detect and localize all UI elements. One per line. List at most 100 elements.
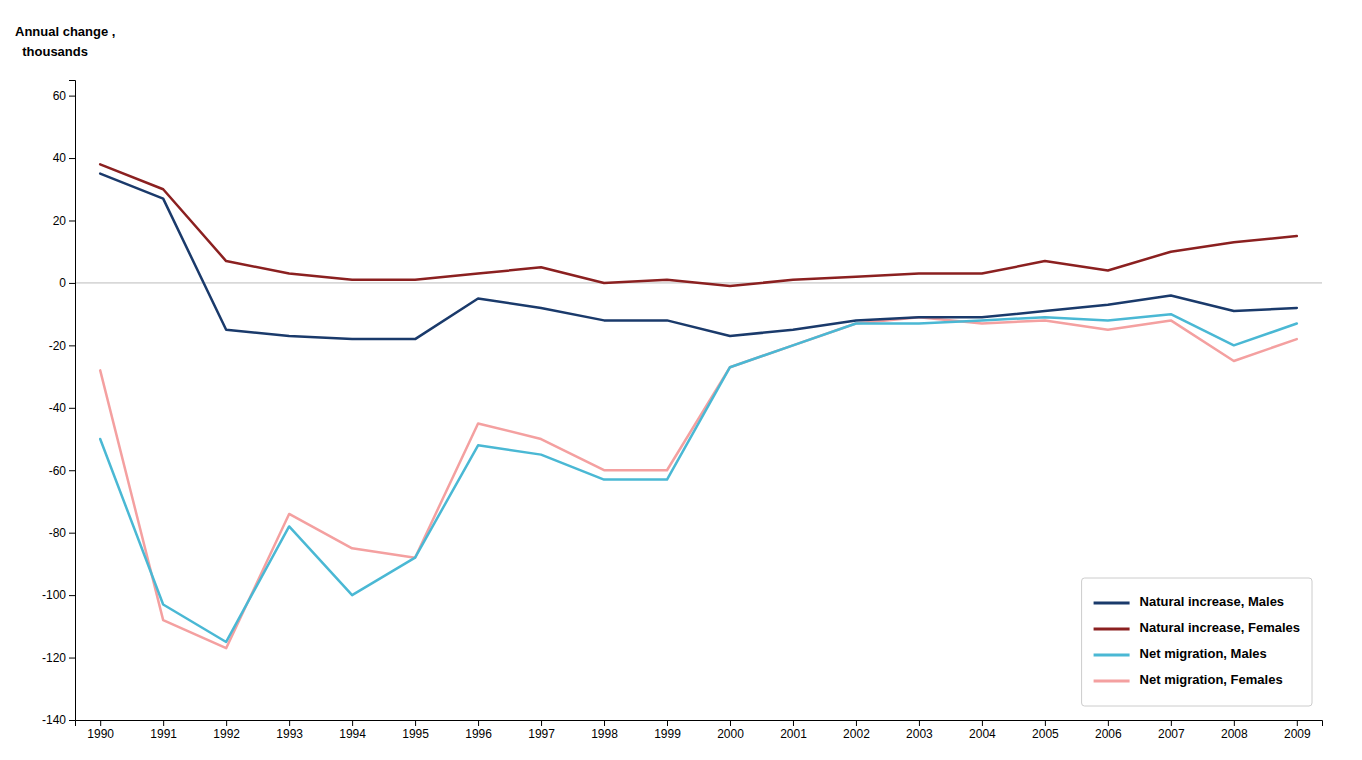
x-tick-label: 1991	[150, 727, 177, 741]
x-tick-mark	[1234, 720, 1235, 726]
y-tick: -100	[42, 588, 75, 602]
x-tick-mark	[1297, 720, 1298, 726]
y-tick: -80	[49, 526, 75, 540]
x-tick-label: 2002	[843, 727, 870, 741]
x-tick-mark	[856, 720, 857, 726]
x-tick: 2007	[1158, 720, 1185, 741]
y-axis-line	[69, 81, 76, 721]
legend-swatch	[1094, 602, 1130, 605]
x-tick-label: 2007	[1158, 727, 1185, 741]
x-tick: 1999	[654, 720, 681, 741]
x-axis: 1990 1991 1992 1993 1994 1995 1996 1997 1998 1999…	[76, 720, 1323, 741]
y-tick-label: -120	[42, 651, 66, 665]
y-tick: 40	[53, 151, 75, 165]
x-tick-mark	[730, 720, 731, 726]
x-tick: 1992	[213, 720, 240, 741]
x-tick-mark	[541, 720, 542, 726]
x-tick-mark	[163, 720, 164, 726]
x-tick: 2006	[1095, 720, 1122, 741]
x-tick: 2002	[843, 720, 870, 741]
x-tick: 1993	[276, 720, 303, 741]
x-tick-label: 2000	[717, 727, 744, 741]
x-tick: 1997	[528, 720, 555, 741]
legend-label: Net migration, Males	[1140, 646, 1267, 661]
legend-label: Net migration, Females	[1140, 672, 1283, 687]
x-tick-mark	[793, 720, 794, 726]
x-tick: 1994	[339, 720, 366, 741]
x-tick-mark	[352, 720, 353, 726]
y-tick: -40	[49, 401, 75, 415]
x-tick-mark	[415, 720, 416, 726]
x-tick-mark	[667, 720, 668, 726]
x-tick: 2005	[1032, 720, 1059, 741]
y-tick-mark	[69, 595, 75, 596]
x-tick: 2008	[1221, 720, 1248, 741]
x-tick-label: 2004	[969, 727, 996, 741]
y-tick-mark	[69, 96, 75, 97]
x-tick-mark	[100, 720, 101, 726]
y-tick: -20	[49, 339, 75, 353]
y-tick-label: -60	[49, 464, 67, 478]
x-tick-label: 2006	[1095, 727, 1122, 741]
x-tick: 1990	[87, 720, 114, 741]
series-line	[100, 164, 1297, 286]
background	[0, 0, 1362, 760]
y-tick-mark	[69, 158, 75, 159]
x-tick: 2000	[717, 720, 744, 741]
x-tick-mark	[226, 720, 227, 726]
x-tick-label: 2009	[1284, 727, 1311, 741]
chart: 1990 1991 1992 1993 1994 1995 1996 1997 1998 1999…	[0, 0, 1362, 760]
series-line	[100, 174, 1297, 339]
x-tick-mark	[1171, 720, 1172, 726]
y-tick: -140	[42, 713, 75, 727]
y-axis: 60 40 20 0 -20 -40 -60 -80 -100 -120 -140	[42, 81, 76, 728]
x-tick-mark	[919, 720, 920, 726]
x-tick-mark	[1108, 720, 1109, 726]
lines	[100, 164, 1297, 648]
y-tick-mark	[69, 658, 75, 659]
x-tick-label: 2008	[1221, 727, 1248, 741]
x-tick: 2003	[906, 720, 933, 741]
y-tick-label: -80	[49, 526, 67, 540]
x-tick-mark	[478, 720, 479, 726]
x-tick-label: 2003	[906, 727, 933, 741]
y-tick-mark	[69, 345, 75, 346]
legend: Natural increase, MalesNatural increase,…	[1082, 578, 1312, 706]
y-tick: 0	[59, 276, 75, 290]
x-axis-line	[76, 721, 1323, 727]
x-tick: 2004	[969, 720, 996, 741]
x-tick-label: 1994	[339, 727, 366, 741]
legend-swatch	[1094, 680, 1130, 683]
x-tick-label: 1993	[276, 727, 303, 741]
y-tick: 20	[53, 214, 75, 228]
x-tick: 2001	[780, 720, 807, 741]
y-tick-mark	[69, 220, 75, 221]
x-tick-mark	[604, 720, 605, 726]
y-tick-label: -100	[42, 588, 66, 602]
legend-label: Natural increase, Males	[1140, 594, 1285, 609]
y-tick-label: -40	[49, 401, 67, 415]
y-tick-mark	[69, 408, 75, 409]
y-tick-label: 60	[53, 89, 67, 103]
y-tick-mark	[69, 533, 75, 534]
y-tick-mark	[69, 470, 75, 471]
x-tick-label: 1996	[465, 727, 492, 741]
y-axis-title-line: thousands	[15, 44, 88, 59]
x-tick-mark	[982, 720, 983, 726]
x-tick-label: 1992	[213, 727, 240, 741]
y-tick-label: -20	[49, 339, 67, 353]
x-tick: 1995	[402, 720, 429, 741]
x-tick-label: 2005	[1032, 727, 1059, 741]
x-tick-label: 1999	[654, 727, 681, 741]
plot-area: 1990 1991 1992 1993 1994 1995 1996 1997 1998 1999…	[42, 81, 1323, 741]
x-tick-label: 2001	[780, 727, 807, 741]
y-tick-label: -140	[42, 713, 66, 727]
y-tick-label: 20	[53, 214, 67, 228]
x-tick-label: 1998	[591, 727, 618, 741]
y-axis-title: Annual change , thousands	[15, 24, 115, 59]
x-tick-label: 1997	[528, 727, 555, 741]
x-tick-mark	[1045, 720, 1046, 726]
x-tick: 1998	[591, 720, 618, 741]
y-tick: -60	[49, 464, 75, 478]
legend-swatch	[1094, 654, 1130, 657]
